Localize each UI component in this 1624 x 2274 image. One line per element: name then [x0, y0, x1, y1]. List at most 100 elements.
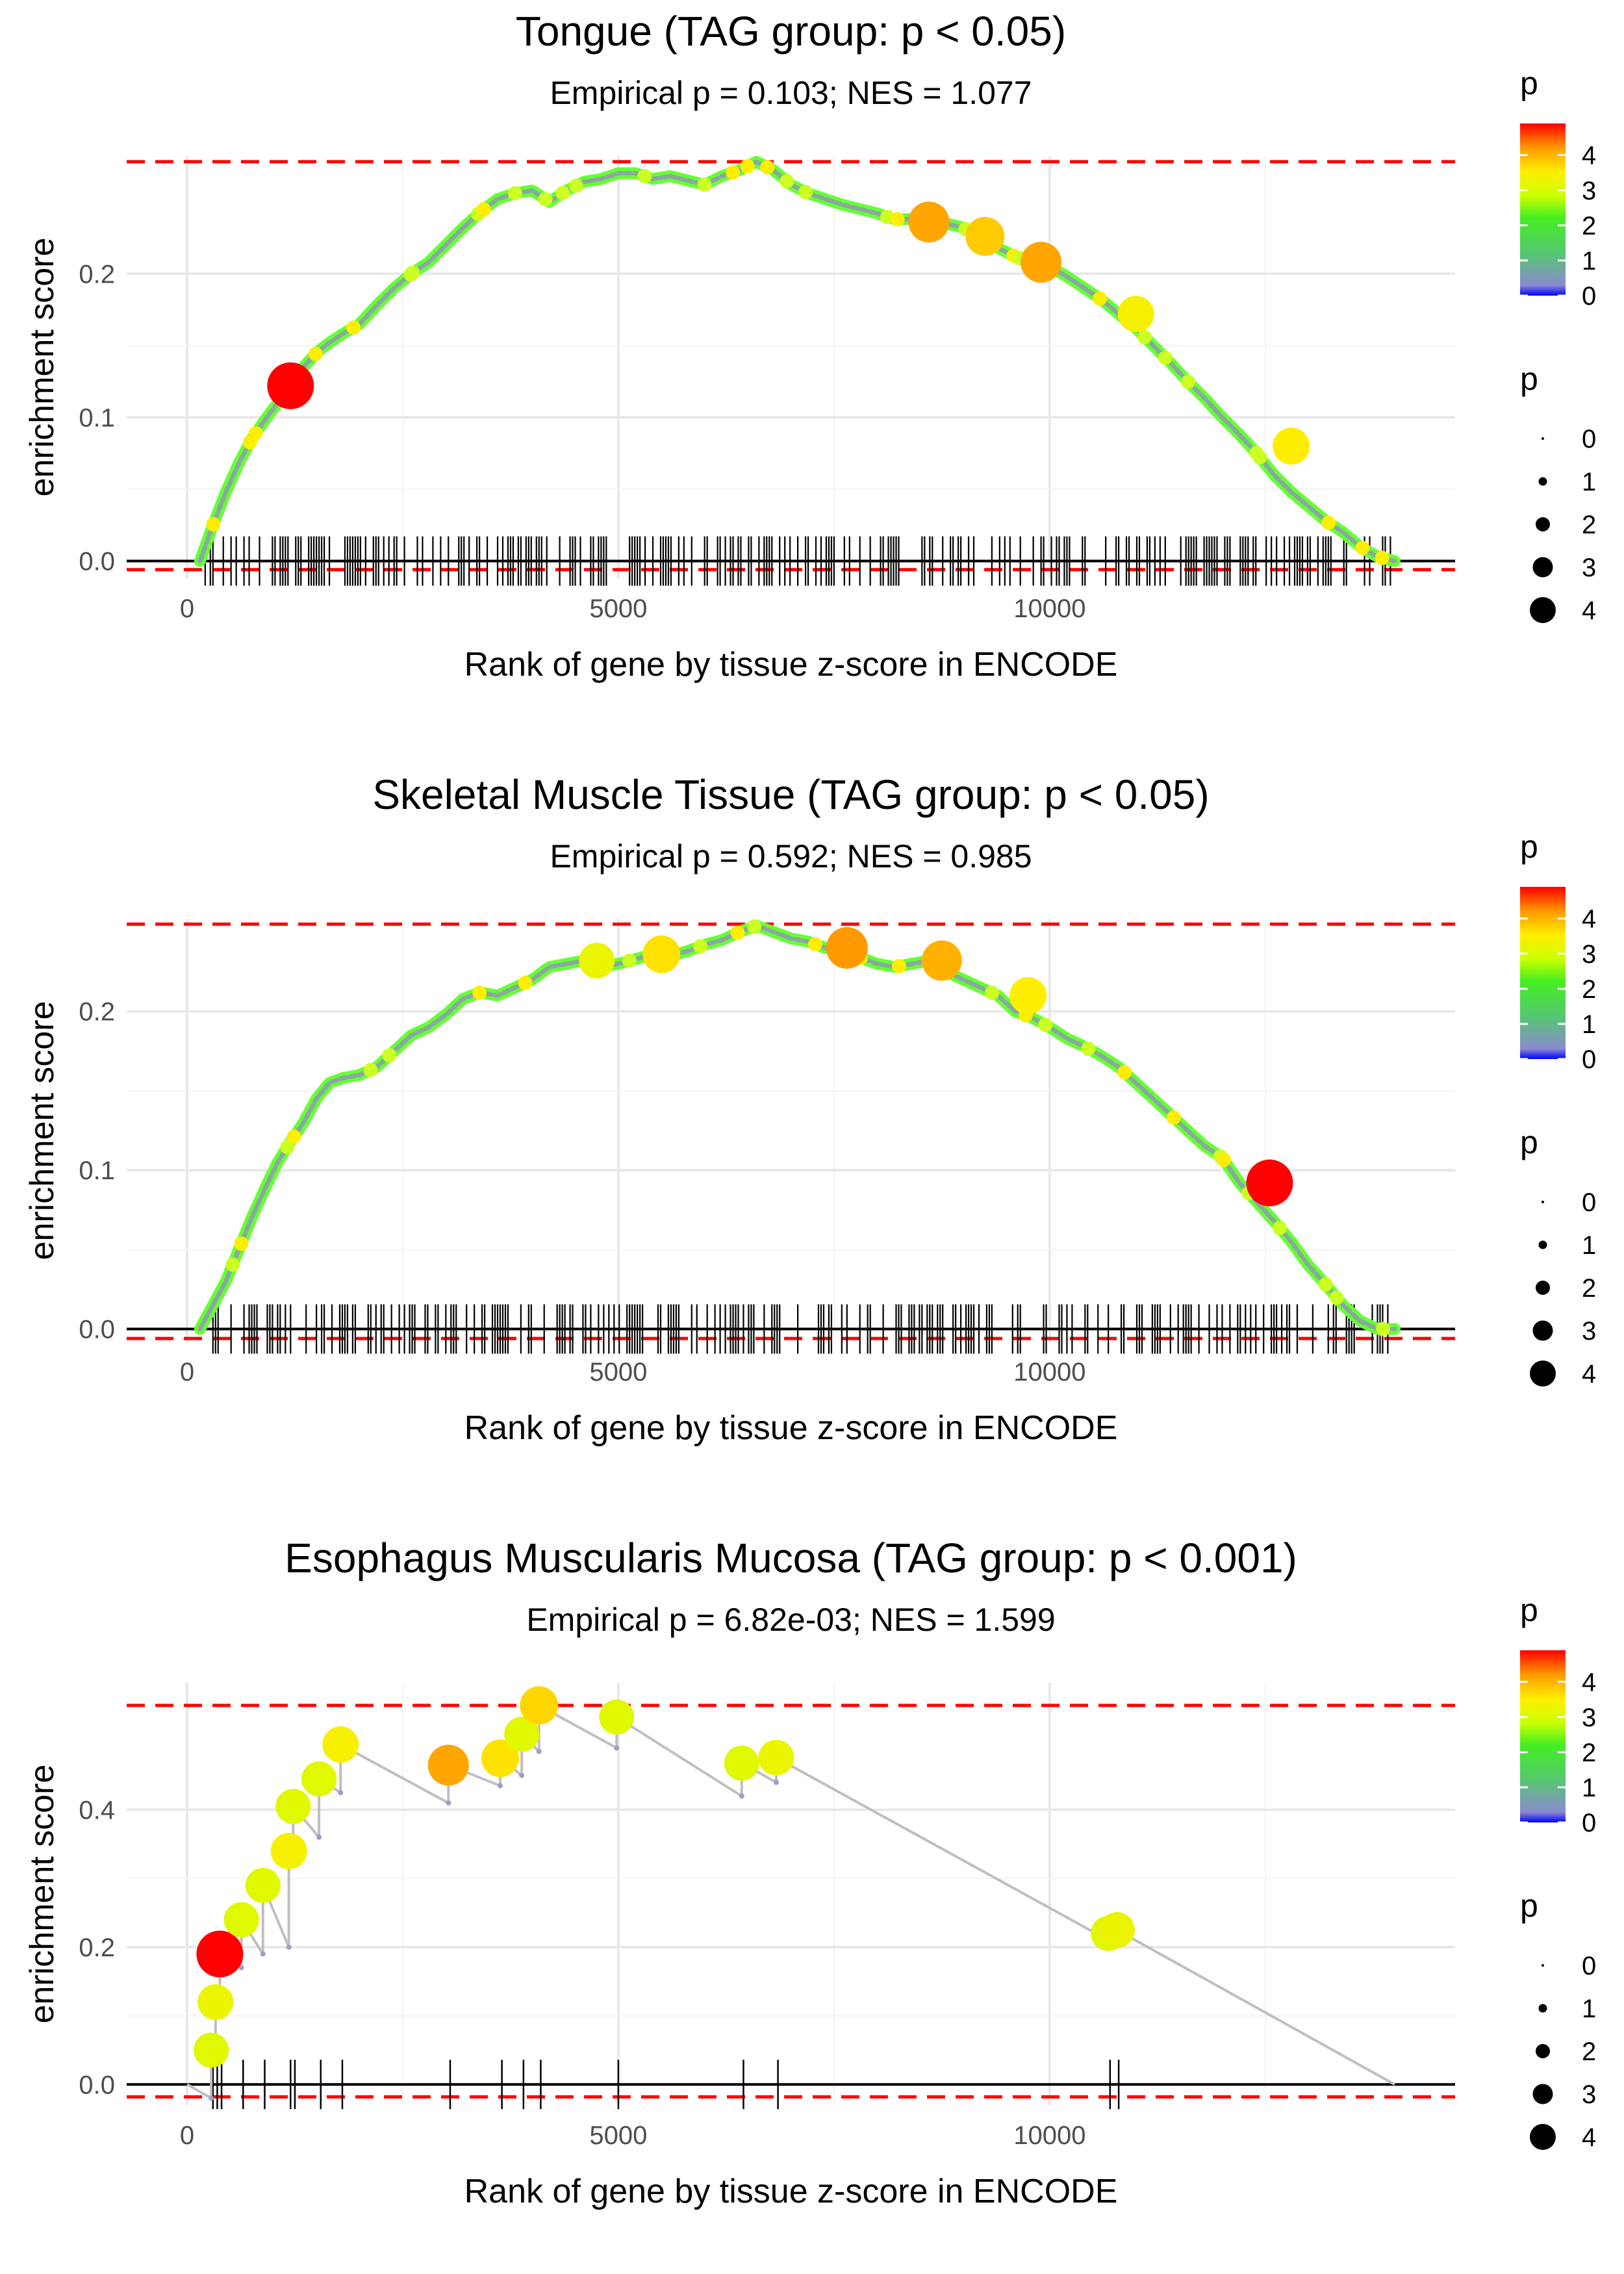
color-legend-bar — [1520, 123, 1566, 296]
enrichment-curve-glow — [194, 155, 1401, 567]
gene-point — [614, 1745, 620, 1751]
size-legend-dot — [1538, 1240, 1547, 1249]
highlight-point — [579, 943, 615, 979]
size-legend-label: 0 — [1582, 1188, 1596, 1217]
gene-point — [1081, 1041, 1096, 1056]
gene-point — [476, 202, 491, 217]
gene-point — [637, 169, 652, 184]
y-tick-label: 0.0 — [79, 547, 115, 576]
highlight-point — [194, 2032, 229, 2068]
color-legend-bar — [1520, 1650, 1566, 1822]
color-legend-label: 4 — [1582, 905, 1596, 934]
gene-point — [890, 212, 905, 227]
size-legend-dot — [1536, 1281, 1550, 1295]
color-legend-label: 0 — [1582, 282, 1596, 311]
chart-subtitle: Empirical p = 0.592; NES = 0.985 — [550, 838, 1032, 875]
gene-point — [286, 1129, 301, 1144]
highlight-point — [599, 1699, 635, 1735]
highlight-point — [758, 1739, 794, 1776]
size-legend-label: 4 — [1582, 2123, 1596, 2152]
enrichment-curve-glow — [194, 919, 1401, 1335]
gene-hit-ticks — [204, 536, 1391, 586]
size-legend-dot — [1532, 557, 1553, 578]
size-legend-label: 3 — [1582, 554, 1596, 582]
color-legend-label: 1 — [1582, 1010, 1596, 1039]
chart-title: Esophagus Muscularis Mucosa (TAG group: … — [285, 1535, 1297, 1581]
gene-point — [985, 986, 1000, 1001]
gene-point — [740, 159, 755, 173]
size-legend-label: 0 — [1582, 425, 1596, 454]
color-legend-label: 0 — [1582, 1045, 1596, 1074]
gene-point — [536, 1748, 542, 1754]
gene-point — [697, 177, 712, 192]
highlight-point — [1098, 1911, 1135, 1948]
y-tick-label: 0.1 — [79, 403, 115, 432]
x-axis-title: Rank of gene by tissue z-score in ENCODE — [464, 2173, 1118, 2210]
size-legend-label: 1 — [1582, 1995, 1596, 2023]
gene-point — [382, 1048, 397, 1063]
highlight-point — [245, 1867, 281, 1903]
gene-point — [726, 165, 741, 180]
gene-point — [286, 1944, 292, 1950]
size-legend-dot — [1538, 477, 1547, 486]
gene-point — [538, 192, 553, 207]
gene-point — [238, 1965, 244, 1971]
size-legend-label: 3 — [1582, 1317, 1596, 1346]
size-legend-dot — [1542, 1201, 1544, 1203]
gene-point — [338, 1790, 344, 1796]
gene-point — [316, 1834, 322, 1840]
size-legend-dot — [1536, 2044, 1550, 2058]
highlight-point — [223, 1902, 259, 1937]
gene-point — [1318, 1277, 1333, 1292]
enrichment-curve — [197, 159, 1397, 563]
gene-point — [308, 346, 323, 361]
highlight-point — [724, 1745, 759, 1781]
y-tick-label: 0.4 — [79, 1796, 115, 1825]
y-axis-title: enrichment score — [23, 238, 61, 497]
chart-panel-1: Tongue (TAG group: p < 0.05) Empirical p … — [23, 8, 1596, 683]
color-legend-title: p — [1520, 65, 1538, 101]
highlight-point — [481, 1739, 519, 1778]
chart-panel-2: Skeletal Muscle Tissue (TAG group: p < 0… — [23, 771, 1596, 1447]
gene-hit-ticks — [212, 2060, 1120, 2110]
enrichment-curve — [197, 923, 1397, 1331]
y-axis-title: enrichment score — [23, 1765, 61, 2024]
gene-point — [1375, 550, 1389, 565]
color-legend-label: 1 — [1582, 247, 1596, 275]
y-axis-title: enrichment score — [23, 1001, 61, 1260]
size-legend-dot — [1542, 1964, 1544, 1967]
x-tick-label: 0 — [180, 1358, 194, 1386]
x-axis-title: Rank of gene by tissue z-score in ENCODE — [464, 646, 1118, 683]
gene-point — [1166, 1110, 1181, 1125]
gene-point — [1329, 1290, 1344, 1305]
x-tick-label: 5000 — [589, 594, 647, 623]
x-tick-label: 0 — [180, 594, 194, 623]
chart-title: Tongue (TAG group: p < 0.05) — [516, 8, 1066, 55]
chart-subtitle: Empirical p = 0.103; NES = 1.077 — [550, 75, 1032, 111]
chart-title: Skeletal Muscle Tissue (TAG group: p < 0… — [372, 771, 1209, 818]
color-legend-label: 2 — [1582, 212, 1596, 240]
y-tick-label: 0.2 — [79, 998, 115, 1027]
size-legend-label: 2 — [1582, 2038, 1596, 2066]
gene-point — [1158, 350, 1173, 365]
gene-point — [1180, 374, 1195, 389]
highlight-point — [322, 1726, 359, 1763]
gene-point — [1137, 329, 1152, 344]
highlight-point — [427, 1744, 469, 1786]
highlight-point — [921, 940, 962, 981]
highlight-point — [267, 362, 314, 409]
size-legend-dot — [1530, 597, 1556, 623]
color-legend-bar — [1520, 887, 1566, 1059]
gene-point — [497, 1783, 503, 1789]
size-legend-label: 4 — [1582, 596, 1596, 625]
chart-panel-3: Esophagus Muscularis Mucosa (TAG group: … — [23, 1535, 1596, 2210]
color-legend-title: p — [1520, 828, 1538, 865]
x-tick-label: 5000 — [589, 2121, 647, 2150]
gene-point — [1093, 291, 1108, 306]
gene-point — [891, 958, 906, 973]
gene-point — [209, 2095, 214, 2101]
highlight-point — [1021, 242, 1062, 283]
gene-hit-ticks — [212, 1304, 1389, 1354]
highlight-point — [270, 1832, 307, 1869]
